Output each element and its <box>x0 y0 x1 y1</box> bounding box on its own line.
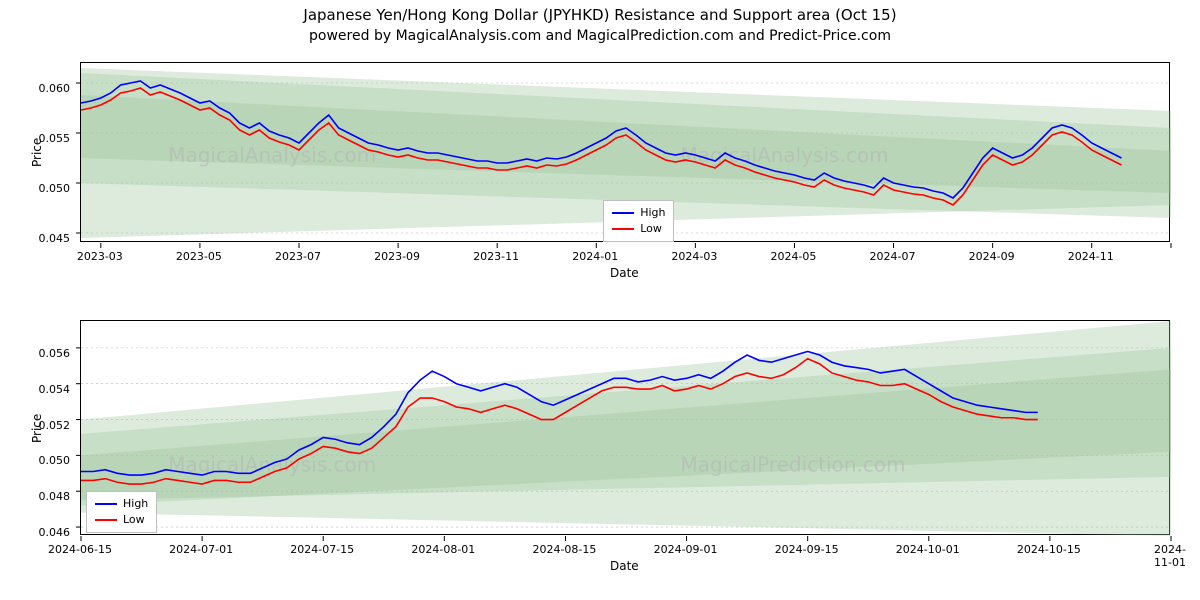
x-tick-label: 2024-09-01 <box>654 543 718 556</box>
x-tick-label: 2024-07 <box>870 250 916 263</box>
top-x-axis-label: Date <box>610 266 639 280</box>
legend: HighLow <box>86 491 157 533</box>
x-tick-label: 2024-03 <box>671 250 717 263</box>
legend: HighLow <box>603 200 674 242</box>
bottom-x-axis-label: Date <box>610 559 639 573</box>
legend-item-high: High <box>612 205 665 221</box>
x-tick-label: 2024-10-15 <box>1017 543 1081 556</box>
x-tick-label: 2024-11-01 <box>1154 543 1186 569</box>
x-tick-label: 2024-06-15 <box>48 543 112 556</box>
x-tick-label: 2024-08-15 <box>532 543 596 556</box>
legend-item-low: Low <box>95 512 148 528</box>
chart-title: Japanese Yen/Hong Kong Dollar (JPYHKD) R… <box>0 6 1200 24</box>
x-tick-label: 2024-01 <box>572 250 618 263</box>
legend-swatch-low <box>95 519 117 521</box>
x-tick-label: 2023-05 <box>176 250 222 263</box>
legend-swatch-high <box>95 503 117 505</box>
x-tick-label: 2023-07 <box>275 250 321 263</box>
bottom-y-axis-label: Price <box>30 413 44 442</box>
x-tick-label: 2024-09-15 <box>775 543 839 556</box>
legend-item-low: Low <box>612 221 665 237</box>
svg-text:MagicalPrediction.com: MagicalPrediction.com <box>681 453 906 477</box>
x-tick-label: 2023-09 <box>374 250 420 263</box>
legend-item-high: High <box>95 496 148 512</box>
x-tick-label: 2024-11 <box>1068 250 1114 263</box>
legend-label-high: High <box>640 205 665 221</box>
x-tick-label: 2023-11 <box>473 250 519 263</box>
legend-label-low: Low <box>123 512 145 528</box>
top-y-axis-label: Price <box>30 138 44 167</box>
legend-swatch-high <box>612 212 634 214</box>
chart-subtitle: powered by MagicalAnalysis.com and Magic… <box>0 28 1200 44</box>
x-tick-label: 2024-07-01 <box>169 543 233 556</box>
figure: Japanese Yen/Hong Kong Dollar (JPYHKD) R… <box>0 0 1200 600</box>
x-tick-label: 2024-10-01 <box>896 543 960 556</box>
svg-text:MagicalAnalysis.com: MagicalAnalysis.com <box>168 143 376 167</box>
bottom-chart-panel: MagicalAnalysis.comMagicalPrediction.com <box>80 320 1170 535</box>
bottom-chart-svg: MagicalAnalysis.comMagicalPrediction.com <box>81 321 1171 536</box>
x-tick-label: 2024-07-15 <box>290 543 354 556</box>
legend-swatch-low <box>612 228 634 230</box>
x-tick-label: 2024-09 <box>969 250 1015 263</box>
svg-text:MagicalAnalysis.com: MagicalAnalysis.com <box>681 143 889 167</box>
x-tick-label: 2024-05 <box>770 250 816 263</box>
x-tick-label: 2024-08-01 <box>411 543 475 556</box>
legend-label-high: High <box>123 496 148 512</box>
legend-label-low: Low <box>640 221 662 237</box>
x-tick-label: 2023-03 <box>77 250 123 263</box>
